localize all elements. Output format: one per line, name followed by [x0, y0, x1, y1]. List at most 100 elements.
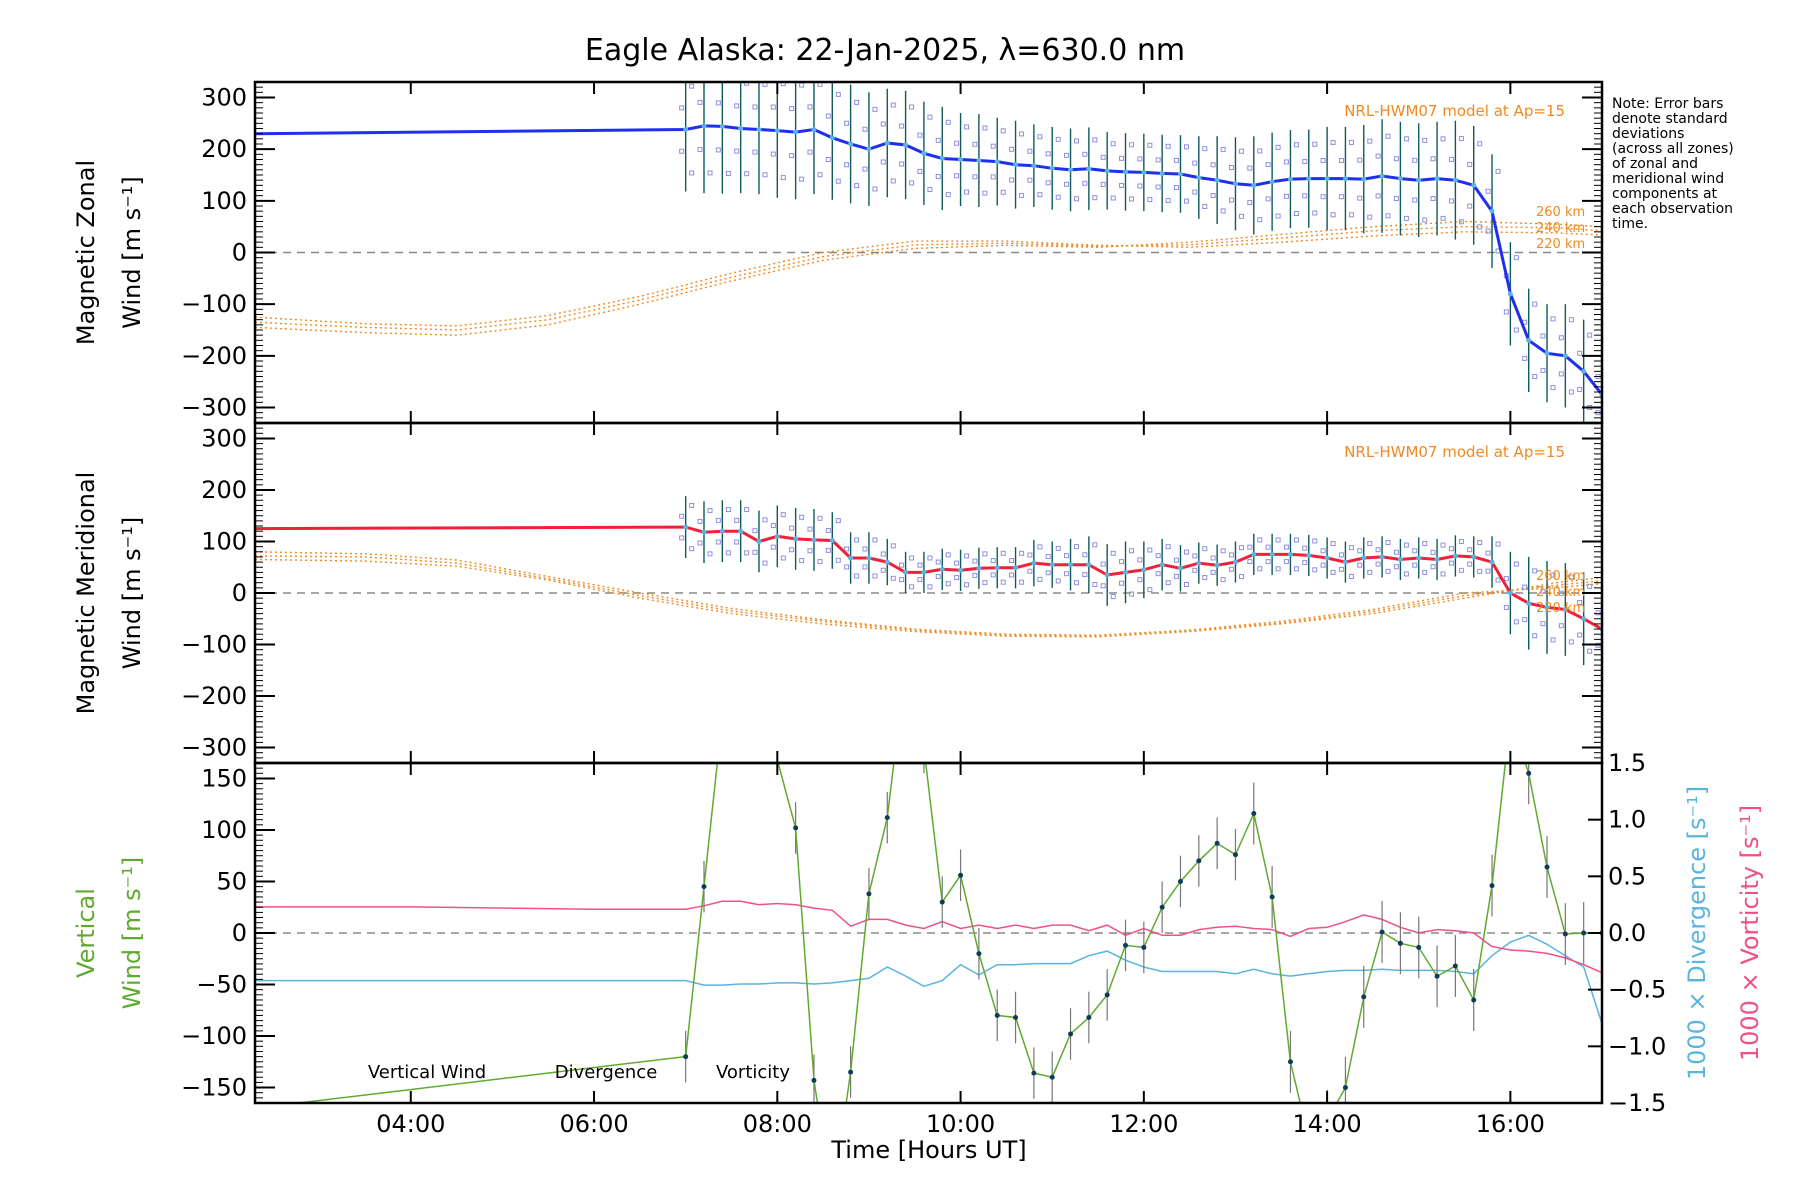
- vertical-wind-point: [793, 825, 799, 831]
- zonal-zone-sample: [909, 180, 915, 186]
- zonal-mean-point: [903, 142, 909, 148]
- y-tick-label: −300: [181, 394, 247, 422]
- meridional-zone-sample: [1147, 587, 1153, 593]
- zonal-mean-point: [1159, 170, 1165, 176]
- zonal-zone-sample: [1338, 194, 1344, 200]
- zonal-zone-sample: [1522, 355, 1528, 361]
- legend-item: Vorticity: [716, 1062, 790, 1083]
- zonal-zone-sample: [854, 99, 860, 105]
- zonal-model-label: NRL-HWM07 model at Ap=15: [1344, 102, 1565, 120]
- zonal-zone-sample: [917, 168, 923, 174]
- meridional-zone-sample: [1220, 577, 1226, 583]
- meridional-zone-sample: [1092, 582, 1098, 587]
- zonal-zone-sample: [1422, 217, 1428, 223]
- meridional-zone-sample: [1440, 542, 1446, 548]
- vertical-wind-point: [958, 872, 964, 878]
- zonal-mean-point: [1526, 337, 1532, 343]
- zonal-mean-point: [1342, 176, 1348, 182]
- zonal-zone-sample: [1540, 367, 1546, 373]
- meridional-zone-sample: [1238, 574, 1244, 580]
- zonal-zone-sample: [1403, 215, 1409, 221]
- zonal-mean-point: [921, 150, 927, 156]
- y-tick-label: 300: [201, 84, 247, 112]
- meridional-zone-sample: [1192, 567, 1198, 573]
- zonal-zone-sample: [1320, 158, 1326, 164]
- zonal-zone-sample: [1165, 198, 1171, 204]
- meridional-zone-sample: [1467, 547, 1473, 553]
- zonal-zone-sample: [715, 100, 721, 106]
- y-tick-label: −100: [181, 1022, 247, 1050]
- zonal-zone-sample: [1357, 157, 1363, 163]
- zonal-zone-sample: [1330, 139, 1336, 145]
- meridional-zone-sample: [1000, 550, 1006, 556]
- zonal-y-label-line2: Wind [m s⁻¹]: [118, 176, 146, 328]
- meridional-mean-point: [958, 567, 964, 573]
- zonal-zone-sample: [1265, 196, 1271, 202]
- meridional-model-240km: [255, 555, 1602, 638]
- meridional-zone-sample: [825, 547, 831, 553]
- zonal-zone-sample: [1606, 356, 1610, 360]
- zonal-mean-point: [866, 146, 872, 152]
- legend-item: Vertical Wind: [368, 1062, 486, 1083]
- zonal-zone-sample: [1119, 155, 1125, 161]
- meridional-zone-sample: [1587, 583, 1593, 589]
- zonal-mean-point: [1104, 168, 1110, 174]
- meridional-zone-sample: [1257, 537, 1263, 543]
- zonal-zone-sample: [1283, 193, 1289, 199]
- meridional-zone-sample: [807, 526, 813, 532]
- zonal-zone-sample: [1000, 128, 1006, 134]
- meridional-zone-sample: [1595, 610, 1601, 616]
- zonal-zone-sample: [1293, 210, 1299, 216]
- zonal-model-level-label: 260 km: [1536, 205, 1585, 220]
- meridional-mean-point: [1269, 551, 1275, 557]
- zonal-zone-sample: [1064, 152, 1070, 158]
- zonal-zone-sample: [1330, 212, 1336, 218]
- meridional-mean-point: [1544, 604, 1550, 610]
- zonal-zone-sample: [689, 170, 695, 176]
- zonal-zone-sample: [909, 104, 915, 110]
- meridional-mean-point: [1013, 565, 1019, 571]
- meridional-zone-sample: [1100, 583, 1106, 589]
- chart-title: Eagle Alaska: 22-Jan-2025, λ=630.0 nm: [585, 33, 1185, 68]
- vertical-wind-point: [1489, 883, 1495, 889]
- y-tick-label: −300: [181, 734, 247, 762]
- meridional-zone-sample: [890, 543, 896, 549]
- meridional-zone-sample: [1338, 566, 1344, 572]
- note-line: each observation: [1612, 201, 1733, 217]
- meridional-mean-point: [1324, 555, 1330, 561]
- zonal-zone-sample: [1183, 198, 1189, 204]
- vertical-wind-point: [1508, 714, 1513, 719]
- zonal-mean-point: [719, 123, 725, 129]
- meridional-zone-sample: [780, 555, 786, 561]
- zonal-zone-sample: [1155, 157, 1161, 163]
- zonal-zone-sample: [1183, 144, 1189, 150]
- meridional-zone-sample: [1129, 591, 1135, 597]
- meridional-plot-area: [255, 496, 1602, 676]
- meridional-zone-sample: [1467, 561, 1473, 567]
- zonal-zone-sample: [1027, 177, 1033, 183]
- zonal-mean-point: [829, 135, 835, 141]
- y-tick-label: 0: [232, 919, 247, 947]
- zonal-mean-point: [939, 155, 945, 161]
- zonal-zone-sample: [1275, 144, 1281, 150]
- zonal-zone-sample: [1412, 197, 1418, 203]
- zonal-zone-sample: [817, 172, 823, 178]
- note-line: components at: [1612, 186, 1718, 202]
- vertical-wind-point: [866, 891, 872, 897]
- meridional-zone-sample: [1448, 560, 1454, 566]
- vertical-wind-point: [1159, 904, 1165, 910]
- x-tick-label: 12:00: [1109, 1110, 1178, 1138]
- meridional-zone-sample: [1137, 577, 1143, 583]
- vertical-wind-point: [1416, 944, 1422, 950]
- zonal-zone-sample: [697, 146, 703, 152]
- vertical-y-label-line1: Vertical: [72, 888, 100, 978]
- zonal-zone-sample: [1440, 215, 1446, 221]
- zonal-zone-sample: [945, 119, 951, 125]
- zonal-zone-sample: [1137, 156, 1143, 162]
- divergence-line: [255, 934, 1602, 1024]
- zonal-zone-sample: [835, 178, 841, 184]
- meridional-zone-sample: [1513, 619, 1519, 625]
- meridional-zone-sample: [762, 560, 768, 566]
- zonal-mean-point: [1251, 182, 1257, 188]
- zonal-zone-sample: [1009, 146, 1015, 152]
